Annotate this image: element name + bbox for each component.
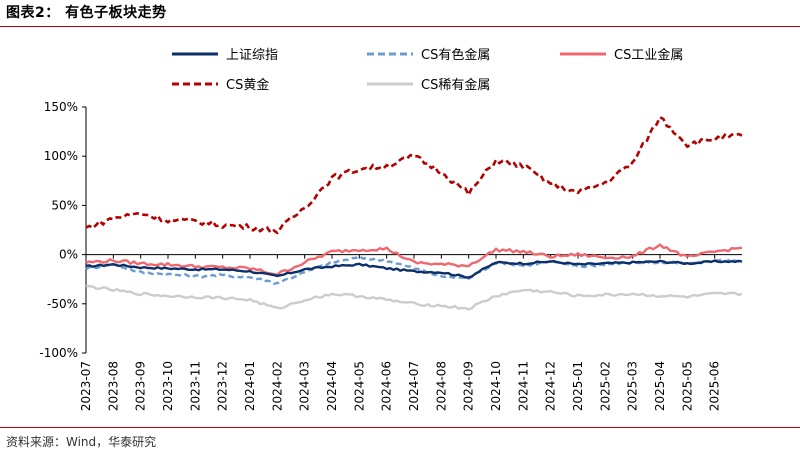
x-tick-label: 2024-03 <box>298 361 312 411</box>
figure-source: 资料来源：Wind，华泰研究 <box>6 435 157 449</box>
y-tick-label: -100% <box>39 346 78 360</box>
x-tick-label: 2023-11 <box>188 361 202 411</box>
x-tick-label: 2025-02 <box>598 361 612 411</box>
x-tick-label: 2023-12 <box>216 361 230 411</box>
series-line <box>85 255 743 285</box>
y-tick-label: 150% <box>44 100 78 114</box>
x-tick-label: 2024-06 <box>380 361 394 411</box>
series-line <box>85 259 743 279</box>
y-tick-label: 50% <box>51 198 78 212</box>
line-chart: 上证综指 CS有色金属 CS工业金属 CS黄金 CS稀有金属 -100% -50% 0% 50… <box>39 47 743 411</box>
x-tick-label: 2023-09 <box>134 361 148 411</box>
legend-label: CS稀有金属 <box>421 77 490 93</box>
x-tick-label: 2024-12 <box>544 361 558 411</box>
title-rule <box>0 26 800 27</box>
legend-label: CS有色金属 <box>421 47 490 63</box>
x-tick-label: 2024-09 <box>462 361 476 411</box>
x-tick-label: 2024-11 <box>516 361 530 411</box>
x-tick-label: 2025-01 <box>571 361 585 411</box>
x-tick-label: 2024-05 <box>352 361 366 411</box>
x-tick-label: 2024-10 <box>489 361 503 411</box>
source-rule <box>0 427 800 428</box>
x-tick-label: 2025-05 <box>680 361 694 411</box>
x-tick-label: 2025-04 <box>653 361 667 411</box>
x-tick-label: 2024-02 <box>270 361 284 411</box>
series-line <box>85 116 743 235</box>
series-line <box>85 284 743 311</box>
series-line <box>85 243 743 276</box>
x-tick-label: 2024-08 <box>434 361 448 411</box>
y-tick-label: 0% <box>59 248 78 262</box>
x-tick-label: 2023-07 <box>79 361 93 411</box>
x-tick-label: 2025-06 <box>708 361 722 411</box>
legend-label: CS黄金 <box>226 77 269 93</box>
axes: -100% -50% 0% 50% 100% 150% 2023-07 2023-08 2023… <box>39 100 742 411</box>
legend-label: 上证综指 <box>226 48 278 63</box>
y-tick-label: 100% <box>44 149 78 163</box>
figure-title: 图表2： 有色子板块走势 <box>6 5 167 21</box>
series-lines <box>85 116 743 311</box>
x-tick-label: 2024-01 <box>243 361 257 411</box>
x-tick-label: 2023-10 <box>161 361 175 411</box>
x-tick-label: 2023-08 <box>106 361 120 411</box>
legend: 上证综指 CS有色金属 CS工业金属 CS黄金 CS稀有金属 <box>172 47 683 93</box>
y-tick-label: -50% <box>47 297 78 311</box>
x-tick-label: 2024-04 <box>325 361 339 411</box>
legend-label: CS工业金属 <box>614 47 683 63</box>
x-tick-label: 2024-07 <box>407 361 421 411</box>
x-tick-label: 2025-03 <box>626 361 640 411</box>
